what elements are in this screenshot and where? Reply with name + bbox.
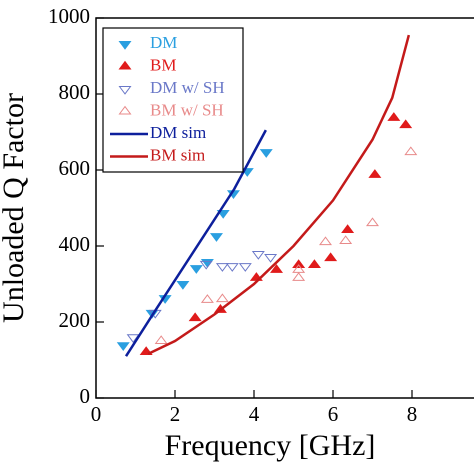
legend-label: BM xyxy=(150,55,176,74)
legend-label: DM w/ SH xyxy=(150,78,225,97)
marker xyxy=(238,263,252,272)
marker xyxy=(292,272,306,281)
marker xyxy=(154,335,168,344)
x-tick-label: 8 xyxy=(407,402,418,426)
marker xyxy=(387,112,401,121)
marker xyxy=(292,259,306,268)
marker xyxy=(126,334,140,343)
y-tick-label: 800 xyxy=(59,80,91,104)
legend-label: DM xyxy=(150,33,177,52)
marker xyxy=(215,263,229,272)
legend-label: BM w/ SH xyxy=(150,100,224,119)
marker xyxy=(176,281,190,290)
marker xyxy=(118,105,132,115)
marker xyxy=(215,293,229,303)
marker xyxy=(225,263,239,272)
marker xyxy=(366,217,379,227)
marker xyxy=(324,252,338,262)
marker xyxy=(259,149,273,158)
marker xyxy=(200,294,214,303)
marker xyxy=(118,86,132,95)
marker xyxy=(189,265,203,274)
legend-label: BM sim xyxy=(150,145,205,164)
y-tick-label: 400 xyxy=(59,232,91,256)
marker xyxy=(339,235,353,245)
y-tick-label: 200 xyxy=(59,308,91,332)
x-axis-label: Frequency [GHz] xyxy=(165,429,376,462)
marker xyxy=(118,60,132,70)
legend: DM BM DM w/ SH BM w/ SH DM sim BM sim xyxy=(102,27,244,173)
x-tick-label: 0 xyxy=(91,402,102,426)
marker xyxy=(209,233,223,242)
legend-label: DM sim xyxy=(150,123,206,142)
marker xyxy=(307,259,321,268)
marker xyxy=(264,254,278,263)
marker xyxy=(270,264,284,273)
marker xyxy=(368,169,382,178)
legend-frame xyxy=(102,27,244,173)
sim-line xyxy=(147,34,411,356)
marker xyxy=(118,41,132,50)
y-tick-label: 0 xyxy=(80,384,91,408)
marker xyxy=(116,342,130,351)
marker xyxy=(319,236,332,246)
y-tick-label: 600 xyxy=(59,156,91,180)
plot-frame xyxy=(95,17,474,399)
marker xyxy=(188,312,202,322)
x-tick-label: 6 xyxy=(328,402,339,426)
y-tick-label: 1000 xyxy=(48,4,90,28)
marker xyxy=(404,146,418,156)
y-axis-label: Unloaded Q Factor xyxy=(0,93,30,323)
marker xyxy=(199,260,213,270)
marker xyxy=(341,224,355,234)
marker xyxy=(251,251,265,260)
x-tick-label: 4 xyxy=(249,402,260,426)
sim-line xyxy=(124,129,267,357)
x-tick-label: 2 xyxy=(170,402,181,426)
marker xyxy=(399,119,413,129)
